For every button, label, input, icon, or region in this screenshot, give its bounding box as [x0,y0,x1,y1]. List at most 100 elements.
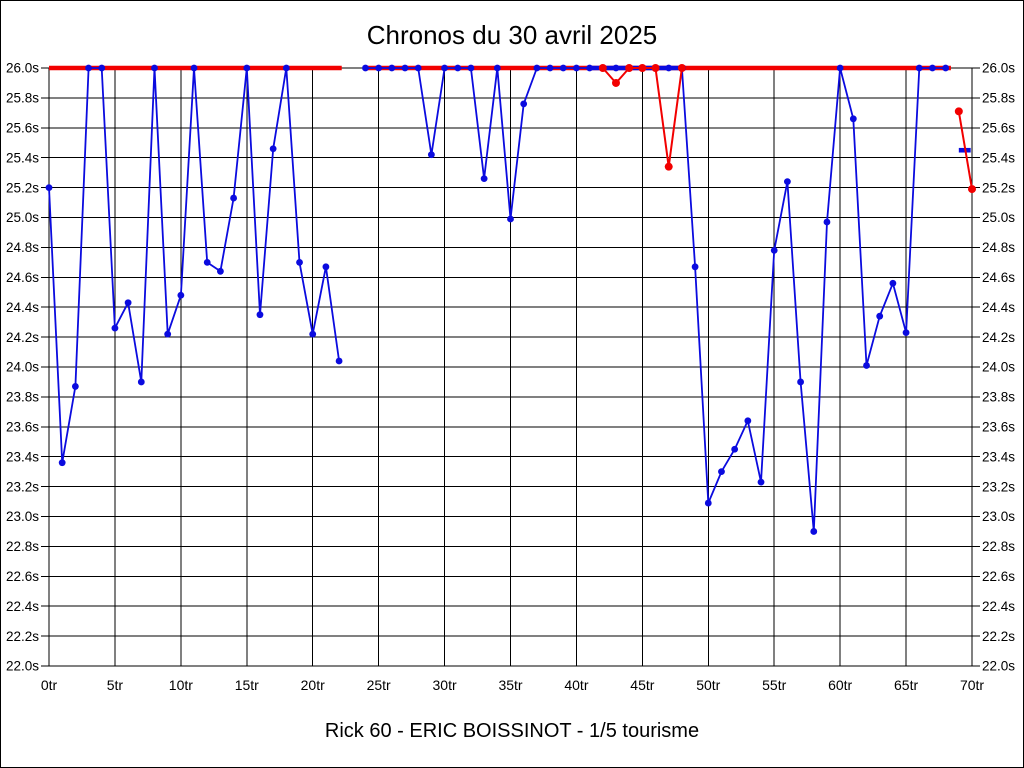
blue-data-point [467,64,475,72]
blue-data-point [124,299,132,307]
blue-data-point [849,115,857,123]
y-axis-label-left: 25.6s [6,121,39,136]
y-axis-label-right: 23.4s [982,449,1015,464]
blue-data-point [559,64,567,72]
y-axis-label-right: 25.4s [982,150,1015,165]
blue-data-point [151,64,158,72]
x-axis-label: 45tr [630,677,654,693]
blue-data-point [770,246,778,254]
y-axis-label-right: 23.8s [982,390,1015,405]
blue-data-point [45,184,53,192]
y-axis-label-right: 22.4s [982,599,1015,614]
blue-data-point [177,291,185,299]
x-axis-label: 55tr [762,677,786,693]
blue-data-point [784,178,791,186]
chart-footer: Rick 60 - ERIC BOISSINOT - 1/5 tourisme [324,720,700,742]
chart-title: Chronos du 30 avril 2025 [366,20,658,50]
x-axis-label: 15tr [235,677,259,693]
x-axis-label: 25tr [367,677,391,693]
y-axis-label-right: 22.0s [982,659,1015,674]
y-axis-label-left: 23.6s [6,420,39,435]
red-series-line [957,110,973,191]
blue-data-point [375,64,383,72]
y-axis-label-left: 22.0s [6,659,39,674]
blue-data-point [493,64,501,72]
red-data-point [664,162,673,171]
x-axis-label: 60tr [828,677,852,693]
y-axis-label-right: 25.8s [982,91,1015,106]
x-axis-label: 30tr [433,677,457,693]
y-axis-label-right: 23.6s [982,420,1015,435]
blue-data-point [533,64,541,72]
blue-data-point [322,263,330,271]
blue-data-point [111,324,119,332]
y-axis-label-right: 25.0s [982,210,1015,225]
blue-data-point [731,445,739,453]
x-axis-label: 40tr [564,677,588,693]
blue-data-point [757,478,765,486]
blue-data-point [362,64,369,72]
y-axis-label-left: 24.2s [6,330,39,345]
y-axis-label-right: 22.6s [982,569,1015,584]
x-axis-label: 70tr [960,677,984,693]
blue-data-point [269,145,277,153]
blue-data-point [230,194,238,202]
x-axis-label: 5tr [107,677,124,693]
y-axis-label-left: 25.8s [6,91,39,106]
blue-data-point [203,258,211,266]
red-data-point [598,64,607,72]
blue-data-point [704,499,712,507]
y-axis-label-left: 23.4s [6,449,39,464]
blue-data-point [797,378,804,386]
blue-data-point [480,175,488,183]
x-axis-label: 10tr [169,677,193,693]
blue-data-point [71,383,79,390]
blue-data-point [902,329,910,337]
y-axis-label-left: 23.0s [6,509,39,524]
red-data-point [611,78,620,87]
x-axis-label: 20tr [301,677,325,693]
y-axis-label-left: 25.0s [6,210,39,225]
x-axis-label: 50tr [696,677,720,693]
blue-data-point [335,357,343,365]
blue-data-point [98,64,106,72]
blue-data-point [744,417,752,425]
y-axis-label-left: 25.2s [6,180,39,195]
y-axis-label-left: 24.0s [6,360,39,375]
y-axis-label-left: 23.8s [6,390,39,405]
y-axis-label-left: 24.6s [6,270,39,285]
blue-series-line [48,67,947,533]
blue-data-point [836,64,844,72]
blue-data-point [137,378,145,386]
y-axis-label-left: 22.6s [6,569,39,584]
red-data-point [651,64,660,72]
blue-data-point [58,459,66,467]
y-axis-label-left: 24.8s [6,240,39,255]
blue-data-point [863,362,870,369]
y-axis-label-left: 24.4s [6,300,39,315]
y-axis-label-right: 25.6s [982,121,1015,136]
blue-data-point [823,218,831,226]
blue-data-point [889,279,897,287]
red-data-point [968,185,976,194]
y-axis-label-right: 24.0s [982,360,1015,375]
blue-data-point [243,64,251,72]
blue-data-point [190,64,198,72]
blue-data-point [427,151,435,159]
y-axis-label-right: 24.4s [982,300,1015,315]
y-axis-label-left: 23.2s [6,479,39,494]
blue-data-point [573,64,580,72]
blue-data-point [388,64,396,72]
blue-data-point [256,311,264,319]
blue-data-point [164,330,172,338]
y-axis-label-right: 23.0s [982,509,1015,524]
blue-data-point [454,64,462,72]
y-axis-label-right: 26.0s [982,61,1015,76]
y-axis-label-right: 24.8s [982,240,1015,255]
blue-data-point [810,528,818,535]
y-axis-label-right: 23.2s [982,479,1015,494]
blue-data-point [401,64,409,72]
blue-data-point [718,468,725,476]
blue-data-point [520,100,528,108]
